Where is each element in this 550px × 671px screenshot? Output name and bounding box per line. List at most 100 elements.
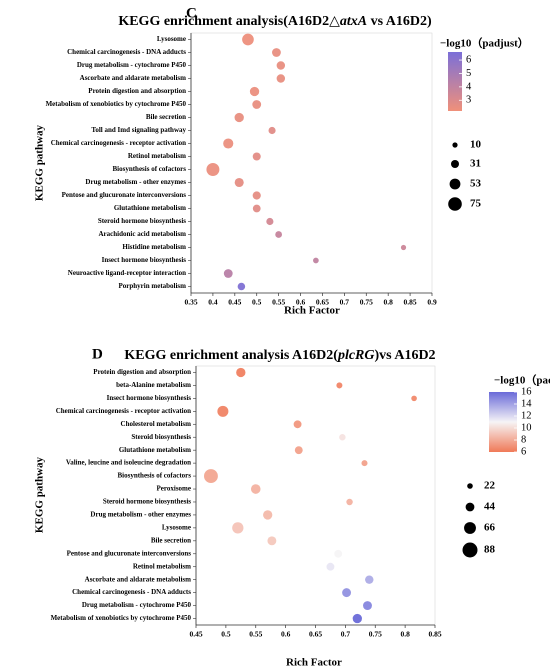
data-point bbox=[232, 522, 244, 534]
data-point bbox=[334, 549, 343, 558]
x-tick-label: 0.5 bbox=[221, 630, 231, 639]
pathway-label: Drug metabolism - cytochrome P450 bbox=[77, 61, 187, 69]
data-point bbox=[293, 420, 302, 429]
size-legend-label: 22 bbox=[484, 480, 496, 492]
pathway-label: Lysosome bbox=[162, 523, 191, 531]
x-tick-label: 0.9 bbox=[427, 298, 437, 307]
data-point bbox=[336, 382, 343, 389]
data-point bbox=[352, 613, 362, 624]
pathway-label: Retinol metabolism bbox=[128, 152, 186, 160]
pathway-label: Drug metabolism - cytochrome P450 bbox=[82, 601, 192, 609]
data-point bbox=[223, 269, 233, 278]
data-point bbox=[272, 48, 281, 57]
size-legend-dot bbox=[452, 142, 458, 148]
pathway-label: Biosynthesis of cofactors bbox=[113, 165, 187, 173]
data-point bbox=[267, 536, 277, 546]
pathway-label: Neuroactive ligand-receptor interaction bbox=[68, 269, 186, 277]
pathway-label: Glutathione metabolism bbox=[114, 204, 186, 212]
size-legend-dot bbox=[467, 483, 473, 489]
pathway-label: Peroxisome bbox=[157, 485, 191, 493]
x-tick-label: 0.85 bbox=[404, 298, 417, 307]
pathway-label: Bile secretion bbox=[151, 536, 191, 544]
x-tick-label: 0.8 bbox=[383, 298, 393, 307]
size-legend-label: 44 bbox=[484, 501, 496, 513]
data-point bbox=[361, 460, 368, 467]
plot-area-c bbox=[190, 32, 433, 294]
data-point bbox=[326, 562, 335, 571]
data-point bbox=[276, 61, 286, 70]
data-point bbox=[275, 231, 283, 238]
data-point bbox=[252, 204, 261, 213]
pathway-label: Histidine metabolism bbox=[122, 243, 186, 251]
size-legend-dot bbox=[462, 542, 478, 558]
x-tick-label: 0.85 bbox=[428, 630, 441, 639]
x-tick-label: 0.55 bbox=[249, 630, 262, 639]
chart-panel-d: D KEGG enrichment analysis A16D2(plcRG)vs… bbox=[34, 346, 550, 668]
data-point bbox=[252, 191, 261, 200]
size-legend-label: 66 bbox=[484, 522, 496, 534]
data-point bbox=[250, 484, 261, 494]
size-legend-dot bbox=[464, 522, 476, 534]
data-point bbox=[342, 588, 352, 598]
pathway-label: Lysosome bbox=[157, 35, 186, 43]
pathway-label: Drug metabolism - other enzymes bbox=[90, 511, 191, 519]
data-point bbox=[252, 152, 261, 161]
data-point bbox=[294, 446, 303, 455]
pathway-label: Ascorbate and aldarate metabolism bbox=[80, 74, 187, 82]
colorbar-tick-label: 3 bbox=[466, 95, 471, 106]
plot-area-d bbox=[195, 365, 436, 626]
data-point bbox=[400, 244, 407, 251]
size-legend-label: 75 bbox=[470, 198, 482, 210]
panel-letter-d: D bbox=[92, 346, 103, 362]
size-legend-label: 53 bbox=[470, 178, 482, 190]
colorbar-tick-label: 5 bbox=[466, 68, 471, 79]
data-point bbox=[411, 395, 417, 402]
data-point bbox=[234, 112, 244, 123]
colorbar-tick-label: 8 bbox=[521, 434, 526, 445]
colorbar-tick-label: 10 bbox=[521, 422, 532, 433]
x-tick-label: 0.4 bbox=[208, 298, 218, 307]
title-italic-part: △atxA bbox=[329, 14, 367, 29]
data-point bbox=[217, 405, 229, 417]
y-axis-label-d: KEGG pathway bbox=[34, 456, 46, 533]
title-part: KEGG enrichment analysis A16D2( bbox=[124, 348, 338, 363]
x-tick-label: 0.55 bbox=[272, 298, 285, 307]
pathway-label: Protein digestion and absorption bbox=[88, 87, 186, 95]
colorbar-tick-label: 6 bbox=[466, 54, 471, 65]
data-point bbox=[206, 163, 220, 176]
x-tick-label: 0.5 bbox=[252, 298, 262, 307]
title-part: KEGG enrichment analysis(A16D2 bbox=[118, 14, 329, 29]
data-point bbox=[249, 86, 260, 97]
pathway-label: Metabolism of xenobiotics by cytochrome … bbox=[46, 100, 187, 108]
colorbar-tick-label: 12 bbox=[521, 410, 532, 421]
pathway-label: Steroid biosynthesis bbox=[131, 433, 191, 441]
data-point bbox=[268, 126, 276, 135]
size-legend-dot bbox=[448, 197, 462, 211]
x-tick-label: 0.7 bbox=[340, 298, 350, 307]
pathway-label: Chemical carcinogenesis - DNA adducts bbox=[67, 48, 186, 56]
panel-letter-c: C bbox=[186, 5, 197, 21]
title-part: )vs A16D2 bbox=[375, 348, 436, 363]
colorbar-d bbox=[489, 392, 517, 452]
size-legend-label: 31 bbox=[470, 158, 481, 170]
data-point bbox=[276, 74, 286, 83]
pathway-label: Toll and Imd signaling pathway bbox=[91, 126, 186, 134]
x-tick-label: 0.35 bbox=[184, 298, 197, 307]
pathway-label: Biosynthesis of cofactors bbox=[118, 472, 192, 480]
size-legend-label: 10 bbox=[470, 139, 482, 151]
data-point bbox=[365, 575, 374, 584]
colorbar-tick-label: 4 bbox=[466, 81, 472, 92]
pathway-label: Valine, leucine and isoleucine degradati… bbox=[66, 459, 191, 467]
data-point bbox=[236, 367, 246, 378]
colorbar-tick-label: 6 bbox=[521, 446, 526, 457]
colorbar-title-c: −log10（padjust） bbox=[440, 37, 529, 50]
colorbar-c bbox=[448, 52, 462, 111]
pathway-label: Steroid hormone biosynthesis bbox=[98, 217, 186, 225]
pathway-label: Chemical carcinogenesis - receptor activ… bbox=[51, 139, 186, 147]
pathway-label: Chemical carcinogenesis - receptor activ… bbox=[56, 407, 191, 415]
pathway-label: Pentose and glucuronate interconversions bbox=[62, 191, 187, 199]
pathway-label: Retinol metabolism bbox=[133, 562, 191, 570]
x-tick-label: 0.8 bbox=[400, 630, 410, 639]
colorbar-tick-label: 16 bbox=[521, 386, 532, 397]
